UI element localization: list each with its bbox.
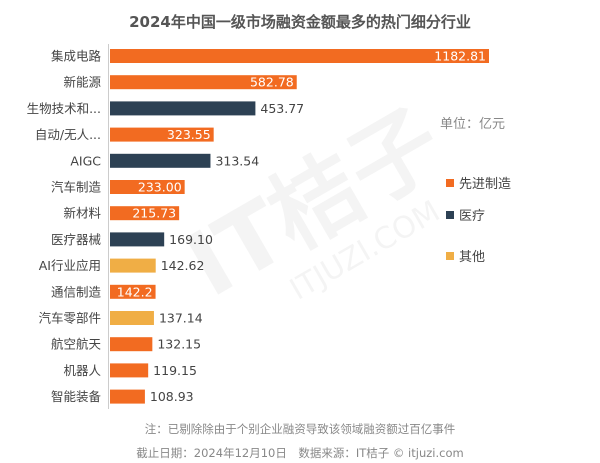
legend-swatch [446, 179, 454, 187]
bar [110, 311, 154, 325]
category-label: 医疗器械 [51, 232, 102, 247]
value-label: 108.93 [150, 389, 194, 404]
legend-label: 医疗 [459, 209, 485, 224]
value-label: 233.00 [138, 180, 182, 195]
bar [110, 363, 149, 378]
category-label: 汽车零部件 [38, 311, 101, 326]
legend-swatch [446, 211, 454, 219]
legend-label: 其他 [459, 250, 485, 265]
category-label: 智能装备 [51, 389, 102, 404]
footnote: 注：已剔除除由于个别企业融资导致该领域融资额过百亿事件 [145, 422, 456, 436]
value-label: 215.73 [132, 206, 176, 221]
value-label: 582.78 [250, 75, 294, 90]
bar [110, 389, 145, 404]
category-label: AIGC [70, 153, 101, 168]
value-label: 142.62 [161, 258, 205, 273]
value-label: 119.15 [153, 363, 197, 378]
category-label: 新能源 [63, 75, 101, 90]
bar [110, 232, 165, 247]
chart-title: 2024年中国一级市场融资金额最多的热门细分行业 [129, 13, 471, 31]
category-label: 机器人 [63, 363, 101, 378]
legend-swatch [446, 252, 454, 260]
bar [110, 75, 297, 90]
value-label: 1182.81 [434, 49, 486, 64]
bar [110, 180, 185, 194]
watermark: IT桔子 ITJUZI.COM [169, 89, 460, 317]
category-label: 集成电路 [51, 49, 102, 64]
category-label: 通信制造 [51, 284, 102, 299]
category-label: 汽车制造 [51, 180, 102, 195]
source-line: 截止日期：2024年12月10日 数据来源：IT桔子 © itjuzi.com [136, 446, 463, 460]
category-label: 自动/无人... [35, 127, 101, 142]
value-label: 313.54 [215, 153, 259, 168]
unit-label: 单位：亿元 [440, 117, 505, 132]
category-label: AI行业应用 [39, 258, 101, 273]
value-label: 453.77 [260, 101, 304, 116]
category-label: 新材料 [63, 206, 101, 221]
legend-label: 先进制造 [459, 177, 511, 192]
bar [110, 206, 180, 221]
bar [110, 153, 211, 168]
bar [110, 127, 214, 142]
category-label: 生物技术和... [27, 101, 101, 116]
bar [110, 49, 489, 63]
value-label: 142.2 [117, 284, 153, 299]
bar [110, 101, 256, 116]
value-label: 132.15 [157, 337, 201, 352]
value-label: 169.10 [169, 232, 213, 247]
bar [110, 284, 156, 299]
category-label: 航空航天 [51, 337, 102, 352]
value-label: 323.55 [167, 127, 211, 142]
bar [110, 337, 153, 352]
bar [110, 258, 156, 273]
value-label: 137.14 [159, 311, 203, 326]
